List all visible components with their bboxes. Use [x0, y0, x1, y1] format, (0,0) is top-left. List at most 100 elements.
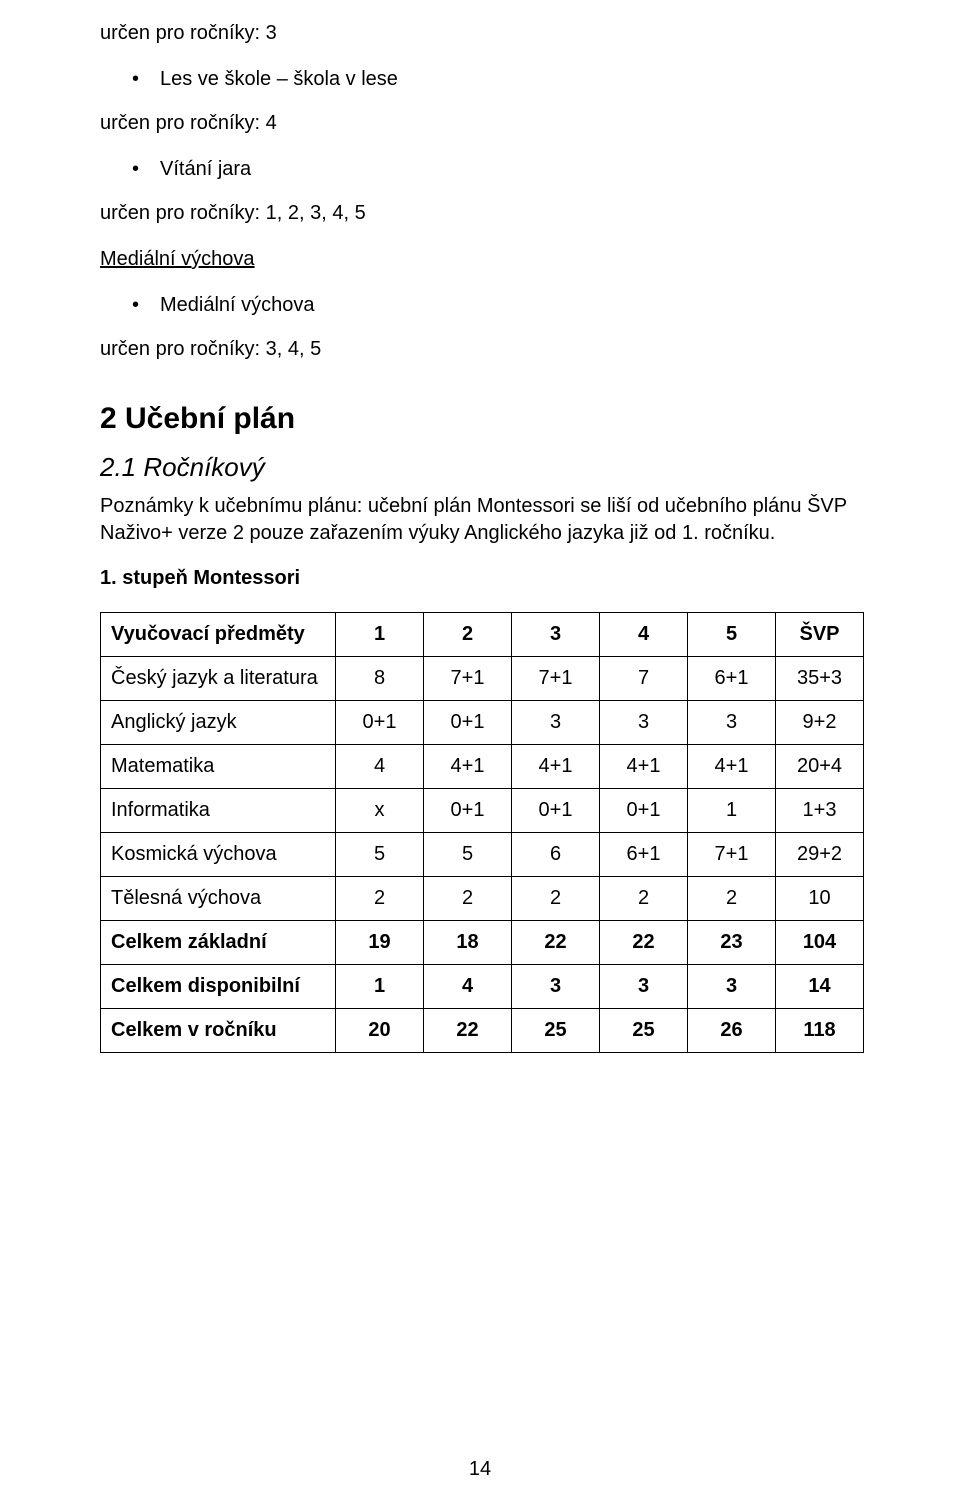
cell: 29+2: [776, 833, 864, 877]
cell: 7: [600, 657, 688, 701]
bullet-list-2: Vítání jara: [100, 156, 860, 182]
cell: x: [336, 789, 424, 833]
cell: 8: [336, 657, 424, 701]
cell: 25: [512, 1009, 600, 1053]
cell: 2: [600, 877, 688, 921]
grade-line-3: určen pro ročníky: 3: [100, 20, 860, 46]
row-label: Český jazyk a literatura: [101, 657, 336, 701]
cell: 3: [688, 965, 776, 1009]
cell: 2: [512, 877, 600, 921]
col-header-3: 3: [512, 613, 600, 657]
cell: 0+1: [600, 789, 688, 833]
heading-rocnikovy: 2.1 Ročníkový: [100, 452, 860, 483]
table-body: Český jazyk a literatura87+17+176+135+3A…: [101, 657, 864, 1053]
cell: 3: [512, 965, 600, 1009]
grade-line-12345: určen pro ročníky: 1, 2, 3, 4, 5: [100, 200, 860, 226]
cell: 1+3: [776, 789, 864, 833]
row-label: Kosmická výchova: [101, 833, 336, 877]
table-row: Český jazyk a literatura87+17+176+135+3: [101, 657, 864, 701]
curriculum-table: Vyučovací předměty 1 2 3 4 5 ŠVP Český j…: [100, 612, 864, 1053]
cell: 4: [424, 965, 512, 1009]
heading-ucebni-plan: 2 Učební plán: [100, 402, 860, 436]
bullet-item-les: Les ve škole – škola v lese: [100, 66, 860, 92]
table-row: Matematika44+14+14+14+120+4: [101, 745, 864, 789]
row-label: Matematika: [101, 745, 336, 789]
page-number: 14: [0, 1458, 960, 1481]
cell: 20: [336, 1009, 424, 1053]
cell: 20+4: [776, 745, 864, 789]
table-header-row: Vyučovací předměty 1 2 3 4 5 ŠVP: [101, 613, 864, 657]
cell: 4: [336, 745, 424, 789]
row-label: Celkem základní: [101, 921, 336, 965]
cell: 4+1: [688, 745, 776, 789]
cell: 0+1: [336, 701, 424, 745]
row-label: Anglický jazyk: [101, 701, 336, 745]
col-header-1: 1: [336, 613, 424, 657]
table-row: Celkem základní1918222223104: [101, 921, 864, 965]
cell: 3: [512, 701, 600, 745]
cell: 14: [776, 965, 864, 1009]
cell: 22: [424, 1009, 512, 1053]
cell: 22: [512, 921, 600, 965]
table-row: Celkem disponibilní1433314: [101, 965, 864, 1009]
bullet-list-3: Mediální výchova: [100, 292, 860, 318]
cell: 26: [688, 1009, 776, 1053]
bullet-item-vitani: Vítání jara: [100, 156, 860, 182]
cell: 104: [776, 921, 864, 965]
cell: 3: [600, 701, 688, 745]
cell: 0+1: [424, 789, 512, 833]
cell: 7+1: [424, 657, 512, 701]
cell: 9+2: [776, 701, 864, 745]
table-row: Anglický jazyk0+10+13339+2: [101, 701, 864, 745]
cell: 4+1: [424, 745, 512, 789]
cell: 5: [336, 833, 424, 877]
bullet-list-1: Les ve škole – škola v lese: [100, 66, 860, 92]
table-row: Kosmická výchova5566+17+129+2: [101, 833, 864, 877]
table-row: Celkem v ročníku2022252526118: [101, 1009, 864, 1053]
cell: 3: [600, 965, 688, 1009]
row-label: Informatika: [101, 789, 336, 833]
cell: 19: [336, 921, 424, 965]
cell: 2: [688, 877, 776, 921]
cell: 2: [424, 877, 512, 921]
page: určen pro ročníky: 3 Les ve škole – škol…: [0, 0, 960, 1511]
table-head: Vyučovací předměty 1 2 3 4 5 ŠVP: [101, 613, 864, 657]
cell: 0+1: [424, 701, 512, 745]
cell: 7+1: [512, 657, 600, 701]
cell: 1: [688, 789, 776, 833]
note-paragraph: Poznámky k učebnímu plánu: učební plán M…: [100, 493, 860, 547]
col-header-subject: Vyučovací předměty: [101, 613, 336, 657]
cell: 23: [688, 921, 776, 965]
table-row: Informatikax0+10+10+111+3: [101, 789, 864, 833]
cell: 5: [424, 833, 512, 877]
cell: 18: [424, 921, 512, 965]
cell: 25: [600, 1009, 688, 1053]
cell: 3: [688, 701, 776, 745]
cell: 4+1: [512, 745, 600, 789]
bullet-item-media: Mediální výchova: [100, 292, 860, 318]
cell: 118: [776, 1009, 864, 1053]
cell: 22: [600, 921, 688, 965]
subheading-stupen: 1. stupeň Montessori: [100, 567, 860, 590]
col-header-4: 4: [600, 613, 688, 657]
col-header-svp: ŠVP: [776, 613, 864, 657]
row-label: Tělesná výchova: [101, 877, 336, 921]
media-heading: Mediální výchova: [100, 246, 860, 272]
col-header-5: 5: [688, 613, 776, 657]
cell: 1: [336, 965, 424, 1009]
cell: 7+1: [688, 833, 776, 877]
grade-line-4: určen pro ročníky: 4: [100, 110, 860, 136]
cell: 4+1: [600, 745, 688, 789]
cell: 6+1: [600, 833, 688, 877]
cell: 0+1: [512, 789, 600, 833]
grade-line-345: určen pro ročníky: 3, 4, 5: [100, 336, 860, 362]
spacer: [100, 598, 860, 612]
cell: 6+1: [688, 657, 776, 701]
row-label: Celkem disponibilní: [101, 965, 336, 1009]
row-label: Celkem v ročníku: [101, 1009, 336, 1053]
cell: 2: [336, 877, 424, 921]
cell: 10: [776, 877, 864, 921]
table-row: Tělesná výchova2222210: [101, 877, 864, 921]
cell: 35+3: [776, 657, 864, 701]
cell: 6: [512, 833, 600, 877]
